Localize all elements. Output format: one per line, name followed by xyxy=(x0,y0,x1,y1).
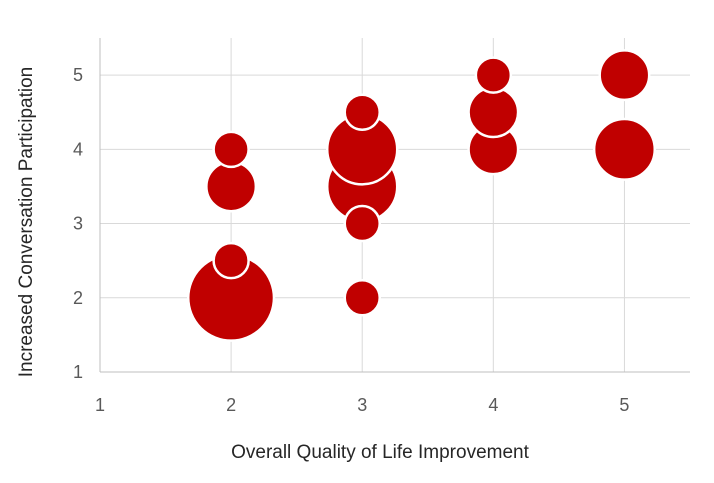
bubble-point xyxy=(343,204,381,243)
bubble-point xyxy=(467,86,520,139)
y-tick-label: 5 xyxy=(73,65,83,85)
x-tick-label: 5 xyxy=(619,395,629,415)
x-tick-label: 4 xyxy=(488,395,498,415)
y-tick-label: 4 xyxy=(73,139,83,159)
x-tick-label: 1 xyxy=(95,395,105,415)
bubble-point xyxy=(205,160,258,213)
bubble-point xyxy=(474,56,513,94)
bubble-point xyxy=(343,279,381,317)
y-tick-label: 3 xyxy=(73,214,83,234)
bubble-point xyxy=(212,241,250,280)
bubble-point xyxy=(343,93,381,131)
bubble-point xyxy=(212,130,250,169)
y-tick-label: 1 xyxy=(73,362,83,382)
y-axis-title: Increased Conversation Participation xyxy=(16,67,37,378)
bubble-point xyxy=(592,117,657,181)
x-tick-label: 3 xyxy=(357,395,367,415)
x-tick-labels: 1 2 3 4 5 xyxy=(95,395,629,415)
gridlines xyxy=(100,38,690,372)
axes xyxy=(99,38,690,373)
x-axis-title: Overall Quality of Life Improvement xyxy=(231,442,530,463)
bubble-point xyxy=(598,49,651,102)
x-tick-label: 2 xyxy=(226,395,236,415)
y-tick-label: 2 xyxy=(73,288,83,308)
y-tick-labels: 1 2 3 4 5 xyxy=(73,65,83,382)
bubbles xyxy=(186,49,657,342)
